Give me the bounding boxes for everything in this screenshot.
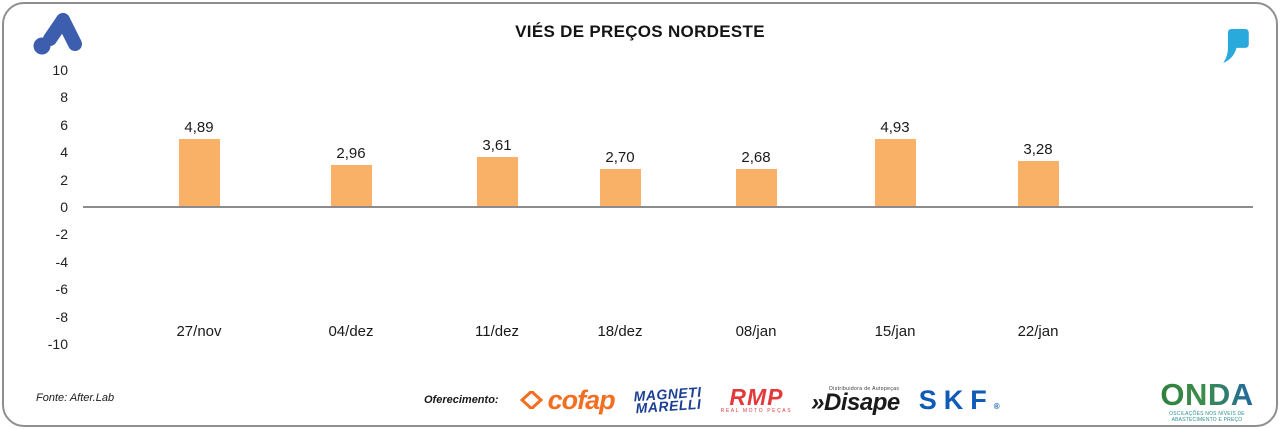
bar-value-label: 4,89 [184, 119, 214, 136]
disape-topline: Distribuidora de Autopeças [829, 386, 900, 392]
y-tick: 2 [60, 171, 68, 188]
magneti-marelli-logo: MAGNETI MARELLI [633, 384, 703, 417]
bar [874, 138, 916, 206]
cofap-chevron-icon [519, 391, 543, 409]
y-tick: 4 [60, 144, 68, 161]
x-tick-label: 15/jan [874, 323, 916, 340]
bar [476, 156, 518, 206]
bar-chart: 4,89 27/nov 2,96 04/dez 3,61 11/dez 2,70… [0, 55, 1280, 355]
bar-value-label: 4,93 [880, 118, 910, 136]
y-axis: 10 8 6 4 2 0 -2 -4 -6 -8 -10 [16, 61, 68, 353]
magneti-line2: MARELLI [634, 395, 702, 417]
bar [1017, 161, 1059, 206]
y-tick: -10 [47, 335, 68, 352]
bar-column: 4,93 15/jan [840, 55, 950, 340]
bar-value-label: 2,68 [741, 149, 771, 167]
bar [735, 169, 777, 206]
page-title: VIÉS DE PREÇOS NORDESTE [515, 22, 765, 41]
rmp-subtitle: REAL MOTO PEÇAS [720, 407, 793, 414]
bar-column: 4,89 27/nov [144, 55, 254, 340]
sponsor-label: Oferecimento: [424, 394, 499, 406]
bar-value-label: 3,61 [482, 136, 512, 154]
cofap-wordmark: cofap [547, 384, 616, 415]
quote-icon [1223, 28, 1249, 64]
disape-wordmark: »Disape [811, 389, 900, 416]
x-tick-label: 08/jan [735, 323, 777, 340]
rmp-logo: RMP REAL MOTO PEÇAS [720, 383, 793, 414]
y-tick: 10 [52, 62, 68, 78]
skf-logo: SKF® [919, 385, 1000, 416]
afterlab-logo-icon [33, 13, 82, 55]
skf-wordmark: SKF [918, 384, 994, 415]
source-note: Fonte: After.Lab [36, 392, 115, 404]
onda-tagline: OSCILAÇÕES NOS NÍVEIS DE ABASTECIMENTO E… [1169, 411, 1245, 423]
x-tick-label: 18/dez [597, 323, 643, 340]
bar-column: 3,28 22/jan [983, 55, 1093, 340]
bar [178, 139, 220, 206]
cofap-logo: cofap [518, 384, 616, 416]
onda-wordmark: ONDA [1156, 379, 1258, 410]
disape-logo: Distribuidora de Autopeças »Disape [811, 386, 900, 416]
sponsors-row: Oferecimento: cofap MAGNETI MARELLI RMP … [424, 377, 1000, 423]
y-tick: -8 [55, 308, 68, 325]
bar-column: 2,70 18/dez [565, 55, 675, 340]
bar-value-label: 2,70 [605, 149, 635, 166]
bar-column: 2,96 04/dez [296, 55, 406, 340]
x-tick-label: 27/nov [176, 323, 222, 340]
bar-value-label: 3,28 [1023, 141, 1053, 159]
rmp-wordmark: RMP [729, 383, 784, 410]
bar [599, 169, 641, 206]
onda-logo: ONDA OSCILAÇÕES NOS NÍVEIS DE ABASTECIME… [1156, 379, 1258, 423]
y-tick: -4 [55, 253, 68, 270]
zero-baseline [83, 206, 1253, 208]
bar-column: 3,61 11/dez [442, 55, 552, 341]
y-tick: 8 [60, 89, 68, 106]
skf-registered-mark: ® [993, 401, 1000, 411]
bar [330, 165, 372, 206]
bar-column: 2,68 08/jan [701, 55, 811, 340]
x-tick-label: 04/dez [328, 323, 374, 340]
y-tick: 6 [60, 116, 68, 133]
y-tick: -6 [55, 281, 68, 298]
x-tick-label: 11/dez [475, 323, 519, 340]
x-tick-label: 22/jan [1017, 323, 1059, 340]
y-tick: -2 [55, 226, 68, 243]
y-tick: 0 [60, 198, 68, 215]
bar-value-label: 2,96 [336, 145, 366, 163]
